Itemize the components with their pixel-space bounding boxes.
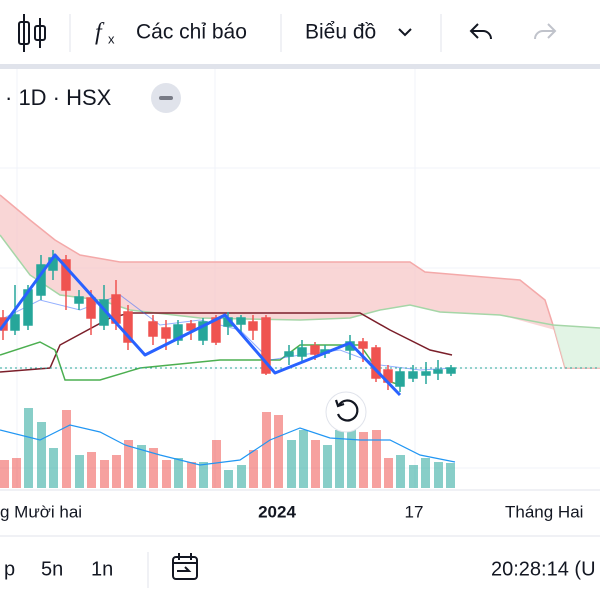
timeframe-button[interactable]: 1n (91, 558, 113, 580)
indicators-button[interactable]: Các chỉ báo (136, 21, 247, 44)
symbol-info: · 1D · HSX (5, 85, 112, 110)
collapse-icon (159, 96, 173, 100)
fx-icon[interactable]: f (95, 20, 105, 46)
cloud-bullish (553, 325, 600, 368)
volume-bars (0, 408, 455, 488)
timeframe-button[interactable]: p (4, 558, 15, 580)
timeframe-button[interactable]: 5n (41, 558, 63, 580)
time-label: Tháng Hai (505, 502, 583, 521)
reset-button[interactable] (325, 391, 367, 433)
time-label: g Mười hai (0, 502, 82, 521)
volume-ma (0, 424, 456, 466)
fx-icon-x: x (108, 31, 115, 46)
tenkan-line (0, 341, 401, 386)
time-label: 2024 (258, 502, 296, 521)
chart-type-button[interactable]: Biểu đồ (305, 21, 376, 44)
reset-icon-arrow (334, 399, 345, 408)
reset-icon (336, 399, 359, 422)
candles (0, 250, 456, 392)
undo-button[interactable] (469, 23, 492, 40)
time-label: 17 (405, 502, 424, 521)
redo-button[interactable] (534, 23, 557, 40)
goto-date-button[interactable] (172, 553, 198, 580)
chevron (398, 28, 412, 37)
clock: 20:28:14 (U (491, 558, 596, 580)
zigzag-drawing[interactable] (0, 253, 402, 397)
candle-icon[interactable] (18, 14, 46, 52)
chart: · 1D · HSX (0, 69, 600, 488)
toolbar: f x Các chỉ báo Biểu đồ (18, 14, 557, 52)
toolbar-border (0, 64, 600, 69)
